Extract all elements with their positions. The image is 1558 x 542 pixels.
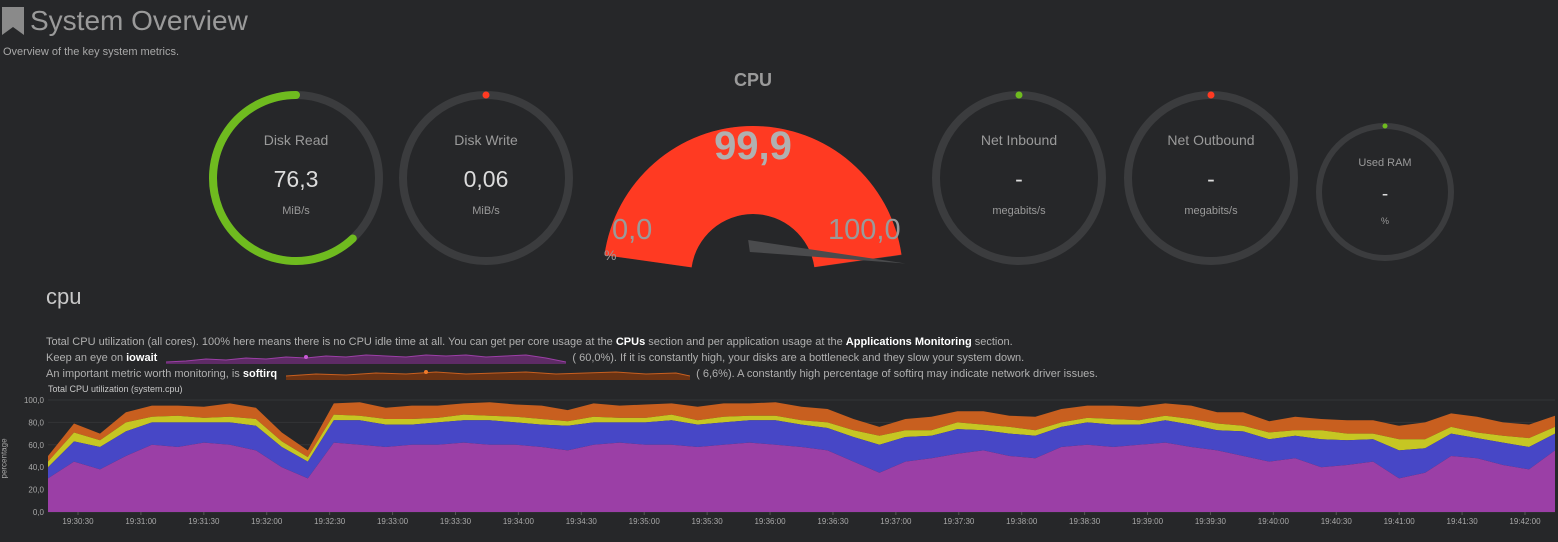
y-tick-label: 0,0 [33, 508, 45, 517]
gauge-unit: megabits/s [992, 205, 1046, 217]
x-tick-label: 19:35:30 [692, 517, 724, 526]
gauge-ring [932, 91, 1106, 265]
section-title: cpu [46, 284, 82, 309]
gauge-indicator-dot [1382, 123, 1388, 129]
gauge-used-ram[interactable]: Used RAM - % [1315, 122, 1455, 262]
gauge-label: Net Inbound [980, 132, 1058, 148]
cpu-gauge-max: 100,0 [828, 214, 901, 246]
x-tick-label: 19:33:30 [440, 517, 472, 526]
x-tick-label: 19:41:30 [1447, 517, 1479, 526]
y-tick-label: 80,0 [28, 418, 44, 427]
chart-series [48, 402, 1555, 512]
cpu-gauge-min: 0,0 [612, 214, 653, 246]
y-tick-label: 20,0 [28, 486, 44, 495]
softirq-sparkline[interactable] [286, 368, 691, 381]
desc-text: An important metric worth monitoring, is [46, 368, 243, 380]
iowait-description: Keep an eye on iowait ( 60,0%). If it is… [46, 352, 1025, 365]
x-tick-label: 19:40:00 [1258, 517, 1290, 526]
gauge-net-outbound[interactable]: Net Outbound - megabits/s [1123, 90, 1299, 266]
section-description: Total CPU utilization (all cores). 100% … [46, 336, 1013, 348]
gauge-indicator-dot [1015, 91, 1023, 99]
x-tick-label: 19:37:30 [943, 517, 975, 526]
gauge-disk-write[interactable]: Disk Write 0,06 MiB/s [398, 90, 574, 266]
iowait-value: ( 60,0%). If it is constantly high, your… [572, 352, 1025, 364]
y-tick-label: 100,0 [24, 396, 45, 405]
gauge-ring [399, 91, 573, 265]
y-tick-label: 40,0 [28, 463, 44, 472]
cpu-gauge-needle [748, 240, 906, 264]
cpu-gauge[interactable]: CPU 99,9 0,0 100,0 % [596, 66, 926, 276]
gauge-ring [1124, 91, 1298, 265]
series-area [48, 442, 1555, 512]
x-tick-label: 19:38:00 [1006, 517, 1038, 526]
x-tick-label: 19:38:30 [1069, 517, 1101, 526]
gauge-value: 76,3 [273, 166, 319, 192]
cpu-gauge-fill [604, 126, 902, 268]
cpu-utilization-chart[interactable]: 100,0 80,0 60,0 40,0 20,0 0,0 19:30:30 19:31:00… [0, 392, 1558, 542]
iowait-sparkline[interactable] [166, 352, 567, 365]
desc-text: Keep an eye on [46, 352, 127, 364]
desc-text: Total CPU utilization (all cores). 100% … [46, 336, 616, 348]
x-tick-label: 19:33:00 [377, 517, 409, 526]
x-tick-label: 19:39:00 [1132, 517, 1164, 526]
y-tick-label: 60,0 [28, 441, 44, 450]
bookmark-icon [2, 7, 24, 35]
softirq-description: An important metric worth monitoring, is… [46, 368, 1098, 381]
series-area [48, 420, 1555, 479]
gauge-ring [1316, 123, 1454, 261]
x-tick-label: 19:35:00 [629, 517, 661, 526]
desc-text: section and per application usage at the [645, 336, 846, 348]
softirq-value: ( 6,6%). A constantly high percentage of… [696, 368, 1098, 380]
gauge-label: Used RAM [1358, 157, 1412, 169]
x-tick-label: 19:39:30 [1195, 517, 1227, 526]
x-tick-label: 19:36:00 [754, 517, 786, 526]
page-subtitle: Overview of the key system metrics. [3, 46, 180, 58]
cpu-gauge-label: CPU [733, 70, 772, 90]
cpu-gauge-dial [604, 125, 906, 268]
gauge-unit: MiB/s [282, 205, 310, 217]
cpu-gauge-value: 99,9 [714, 124, 792, 168]
gauge-unit: % [1380, 216, 1389, 226]
gauge-label: Net Outbound [1167, 132, 1255, 148]
gauge-fill [209, 91, 357, 265]
x-tick-label: 19:42:00 [1509, 517, 1541, 526]
gauge-value: - [1381, 184, 1389, 205]
x-tick-label: 19:30:30 [62, 517, 94, 526]
gauge-label: Disk Read [263, 132, 329, 148]
x-tick-label: 19:32:30 [314, 517, 346, 526]
gauge-unit: MiB/s [472, 205, 500, 217]
gauge-indicator-dot [1207, 91, 1215, 99]
chart-title: Total CPU utilization (system.cpu) [48, 384, 183, 394]
gauge-value: 0,06 [463, 166, 509, 192]
x-tick-label: 19:32:00 [251, 517, 283, 526]
gauge-net-inbound[interactable]: Net Inbound - megabits/s [931, 90, 1107, 266]
gauge-label: Disk Write [454, 132, 518, 148]
x-tick-label: 19:31:30 [188, 517, 220, 526]
desc-text: section. [971, 336, 1013, 348]
iowait-name: iowait [126, 352, 158, 364]
gauge-unit: megabits/s [1184, 205, 1238, 217]
page-title: System Overview [30, 5, 248, 36]
cpu-gauge-unit: % [604, 247, 617, 263]
x-tick-label: 19:37:00 [880, 517, 912, 526]
series-area [48, 402, 1555, 462]
x-tick-label: 19:31:00 [125, 517, 157, 526]
x-tick-label: 19:40:30 [1321, 517, 1353, 526]
gauge-value: - [1207, 166, 1215, 192]
x-tick-label: 19:34:30 [566, 517, 598, 526]
applications-monitoring-link[interactable]: Applications Monitoring [845, 336, 972, 348]
series-area [48, 414, 1555, 468]
page-header: System Overview [2, 4, 248, 38]
gauge-value: - [1015, 166, 1023, 192]
cpus-link[interactable]: CPUs [615, 336, 646, 348]
gauge-disk-read[interactable]: Disk Read 76,3 MiB/s [208, 90, 384, 266]
x-tick-label: 19:34:00 [503, 517, 535, 526]
gauge-indicator-dot [482, 91, 490, 99]
gauge-ring [209, 91, 383, 265]
x-tick-label: 19:41:00 [1384, 517, 1416, 526]
x-tick-label: 19:36:30 [817, 517, 849, 526]
softirq-name: softirq [242, 368, 278, 380]
